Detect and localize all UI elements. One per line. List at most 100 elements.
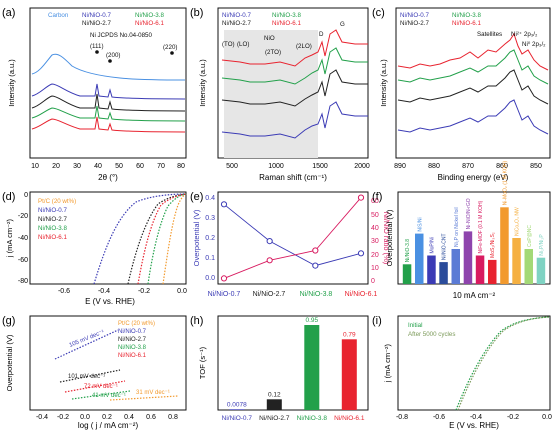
panel-e-ytick-left: 0.4 xyxy=(205,195,215,202)
annotation-d: D xyxy=(319,31,324,38)
panel-g: (g) Overpotential (V) log ( j / mA cm⁻²)… xyxy=(2,315,187,430)
bar xyxy=(415,233,424,284)
panel-d-xtick: -0.4 xyxy=(98,288,110,295)
curve-ni-2.7 xyxy=(59,369,121,383)
panel-a-xtick: 80 xyxy=(177,163,185,170)
ref-card: Ni JCPDS No.04-0850 xyxy=(90,32,152,39)
bar-label: Ni-NiO/N-rGO xyxy=(466,198,472,229)
panel-e: (e) Overpotential (V) Ni/NiO ratio (%) 0… xyxy=(190,191,391,298)
panel-i-xtick: 0.0 xyxy=(542,414,552,421)
panel-i-frame xyxy=(397,315,551,411)
bar-value-label: 0.0078 xyxy=(227,401,247,408)
legend-ni-6.1: Ni/NiO-6.1 xyxy=(135,20,164,27)
data-point xyxy=(357,250,365,257)
panel-i-ylabel: j (mA cm⁻²) xyxy=(383,343,392,383)
panel-e-ytick-right: 20 xyxy=(371,252,379,259)
bar-label: Ni-MoO₂ (1 M KOH) xyxy=(502,161,508,206)
slope-label: 72 mV dec⁻¹ xyxy=(84,384,118,390)
annotation-ni0p: Ni⁰ 2p₃/₂ xyxy=(522,41,546,48)
curve-ni-6.1 xyxy=(64,380,126,393)
panel-b-label: (b) xyxy=(190,7,203,19)
legend-after-5000: After 5000 cycles xyxy=(408,331,455,338)
bar xyxy=(402,264,412,284)
panel-e-ylabel-left: Overpotential (V) xyxy=(192,209,201,266)
panel-e-ytick-left: 0.0 xyxy=(205,275,215,282)
panel-d-label: (d) xyxy=(2,191,15,203)
panel-i-xtick: -0.2 xyxy=(507,414,519,421)
bar xyxy=(512,238,521,284)
panel-e-ytick-left: 0.1 xyxy=(205,255,215,262)
legend-initial: Initial xyxy=(408,322,422,329)
panel-g-xtick: 0.2 xyxy=(102,414,112,421)
panel-e-ytick-right: 60 xyxy=(371,198,379,205)
panel-e-ytick-right: 50 xyxy=(371,212,379,219)
panel-a-xlabel: 2θ (°) xyxy=(98,173,118,182)
panel-c-xtick: 880 xyxy=(428,163,440,170)
legend-ptc: Pt/C (20 wt%) xyxy=(118,321,155,327)
peak-200: (200) xyxy=(106,52,120,59)
series-line xyxy=(223,203,362,267)
legend-ni-0.7: Ni/NiO-0.7 xyxy=(400,12,429,19)
curve-ni-3.8 xyxy=(71,390,131,400)
data-point xyxy=(220,201,228,208)
legend-ptc: Pt/C (20 wt%) xyxy=(38,198,76,205)
panel-d-ytick: 0 xyxy=(24,192,28,199)
panel-e-ytick-right: 40 xyxy=(371,225,379,232)
legend-ni-2.7: Ni/NiO-2.7 xyxy=(82,20,111,27)
category-label: Ni/NiO-2.7 xyxy=(259,415,290,422)
panel-g-xtick: 0.6 xyxy=(146,414,156,421)
panel-i-xtick: -0.4 xyxy=(470,414,482,421)
panel-i-xtick: -0.8 xyxy=(396,414,408,421)
peak-111: (111) xyxy=(90,43,104,50)
panel-a-frame xyxy=(29,7,187,159)
panel-b-xlabel: Raman shift (cm⁻¹) xyxy=(259,173,327,182)
panel-e-category: Ni/NiO-0.7 xyxy=(208,291,241,298)
panel-g-xlabel: log ( j / mA cm⁻²) xyxy=(78,421,139,430)
panel-a-xtick: 30 xyxy=(73,163,81,170)
peak-marker xyxy=(95,50,99,54)
panel-h-ylabel: TOF (s⁻¹) xyxy=(198,346,207,379)
panel-a-xtick: 10 xyxy=(31,163,39,170)
legend-ni-3.8: Ni/NiO-3.8 xyxy=(452,12,481,19)
panel-d-frame xyxy=(29,191,187,285)
bar-label: Ni/NiO-CNT xyxy=(442,233,448,260)
curve-initial xyxy=(455,316,550,411)
data-point xyxy=(266,257,273,264)
panel-g-xtick: 0.8 xyxy=(168,414,178,421)
panel-d-xtick: -0.2 xyxy=(138,288,150,295)
panel-e-ylabel-right: Ni/NiO ratio (%) xyxy=(382,212,391,265)
legend-ni-3.8: Ni/NiO-3.8 xyxy=(118,345,147,351)
curve-ni-0.7 xyxy=(397,99,549,135)
curve-ni-2.7 xyxy=(221,69,368,107)
curve-ni-0.7 xyxy=(31,83,186,100)
panel-h: (h) TOF (s⁻¹) 0.0078 Ni/NiO-0.7 0.12 Ni/NiO… xyxy=(190,315,369,422)
data-point xyxy=(220,275,228,282)
panel-b-xtick: 1500 xyxy=(312,163,328,170)
panel-c-xtick: 850 xyxy=(530,163,542,170)
panel-e-frame xyxy=(217,191,369,285)
curve-ni-6.1 xyxy=(221,29,368,67)
slope-label: 101 mV dec⁻¹ xyxy=(68,374,105,380)
panel-a-xtick: 70 xyxy=(157,163,165,170)
panel-a: (a) Intensity (a.u.) 2θ (°) 10 20 30 40 … xyxy=(2,7,187,182)
panel-c-xtick: 890 xyxy=(394,163,406,170)
curve-after-5000 xyxy=(457,316,550,411)
panel-c-ylabel: Intensity (a.u.) xyxy=(379,59,388,107)
annotation-g: G xyxy=(340,21,345,28)
panel-h-label: (h) xyxy=(190,315,203,327)
panel-e-ytick-right: 30 xyxy=(371,238,379,245)
panel-g-ylabel: Overpotential (V) xyxy=(5,334,14,391)
bar xyxy=(524,249,533,284)
legend-ni-6.1: Ni/NiO-6.1 xyxy=(38,234,67,241)
curve-carbon xyxy=(31,53,186,81)
peak-marker xyxy=(170,51,174,55)
panel-i: (i) j (mA cm⁻²) E (V vs. RHE) -0.8 -0.6 … xyxy=(372,315,552,430)
panel-b: (b) Intensity (a.u.) Raman shift (cm⁻¹) … xyxy=(190,7,370,182)
panel-e-ytick-left: 0.3 xyxy=(205,215,215,222)
bar xyxy=(500,207,509,284)
bar-label: NiS/Ni xyxy=(417,217,423,231)
panel-g-xtick: -0.4 xyxy=(36,414,48,421)
category-label: Ni/NiO-0.7 xyxy=(222,415,253,422)
curve-ni-0.7 xyxy=(54,329,119,360)
